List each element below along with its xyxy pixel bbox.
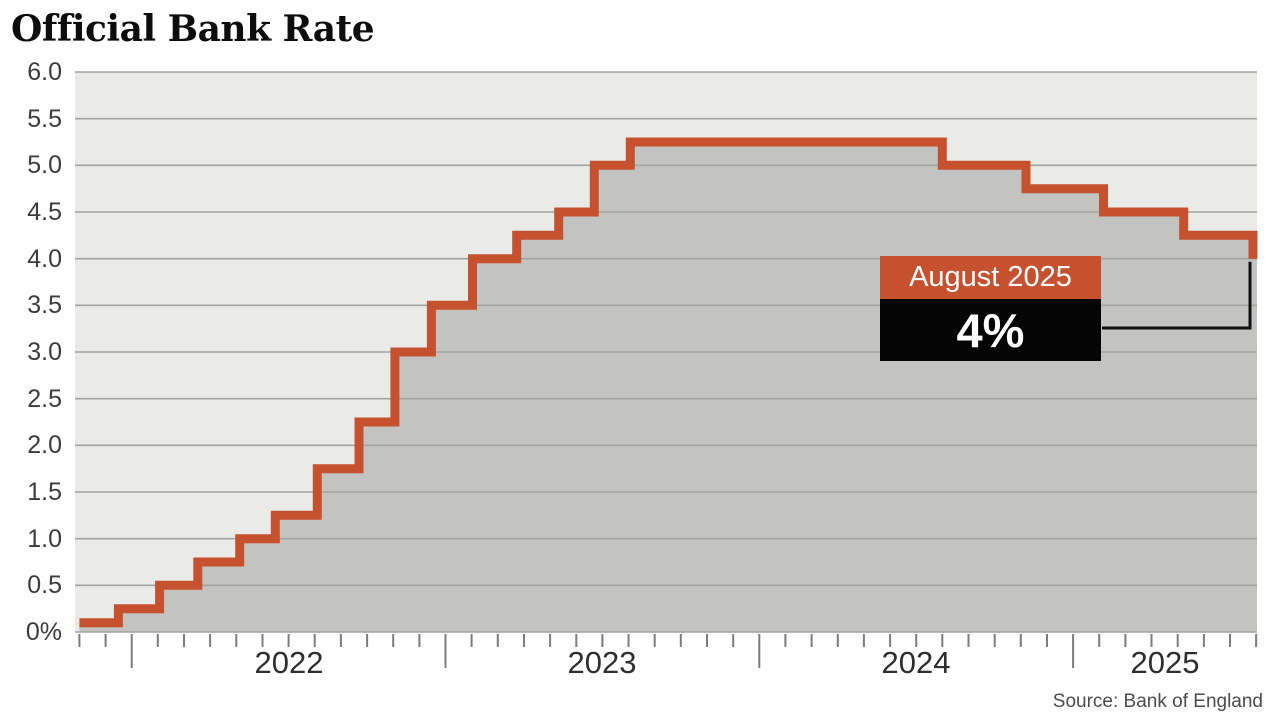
y-tick-label: 5.5	[27, 105, 62, 133]
y-tick-label: 3.5	[27, 291, 62, 319]
rate-step-line	[79, 137, 1258, 628]
annotation-rate-badge: 4%	[880, 299, 1101, 361]
x-axis-ticks	[78, 634, 1258, 668]
y-tick-label: 3.0	[27, 338, 62, 366]
x-year-label: 2024	[881, 645, 951, 680]
x-year-label: 2025	[1130, 645, 1200, 680]
y-tick-label: 4.0	[27, 245, 62, 273]
y-tick-label: 1.0	[27, 525, 62, 553]
y-tick-label: 2.5	[27, 385, 62, 413]
source-attribution: Source: Bank of England	[1052, 691, 1263, 712]
y-tick-label: 5.0	[27, 151, 62, 179]
y-tick-label: 0.5	[27, 571, 62, 599]
y-tick-label: 0%	[25, 618, 62, 646]
annotation-date-badge: August 2025	[880, 256, 1101, 299]
y-tick-label: 2.0	[27, 431, 62, 459]
x-year-label: 2023	[567, 645, 637, 680]
y-tick-label: 1.5	[27, 478, 62, 506]
y-tick-label: 6.0	[27, 58, 62, 86]
annotation-connector	[1102, 261, 1252, 330]
x-year-label: 2022	[254, 645, 324, 680]
gridlines	[75, 71, 1257, 633]
y-tick-label: 4.5	[27, 198, 62, 226]
chart-title: Official Bank Rate	[11, 8, 375, 50]
